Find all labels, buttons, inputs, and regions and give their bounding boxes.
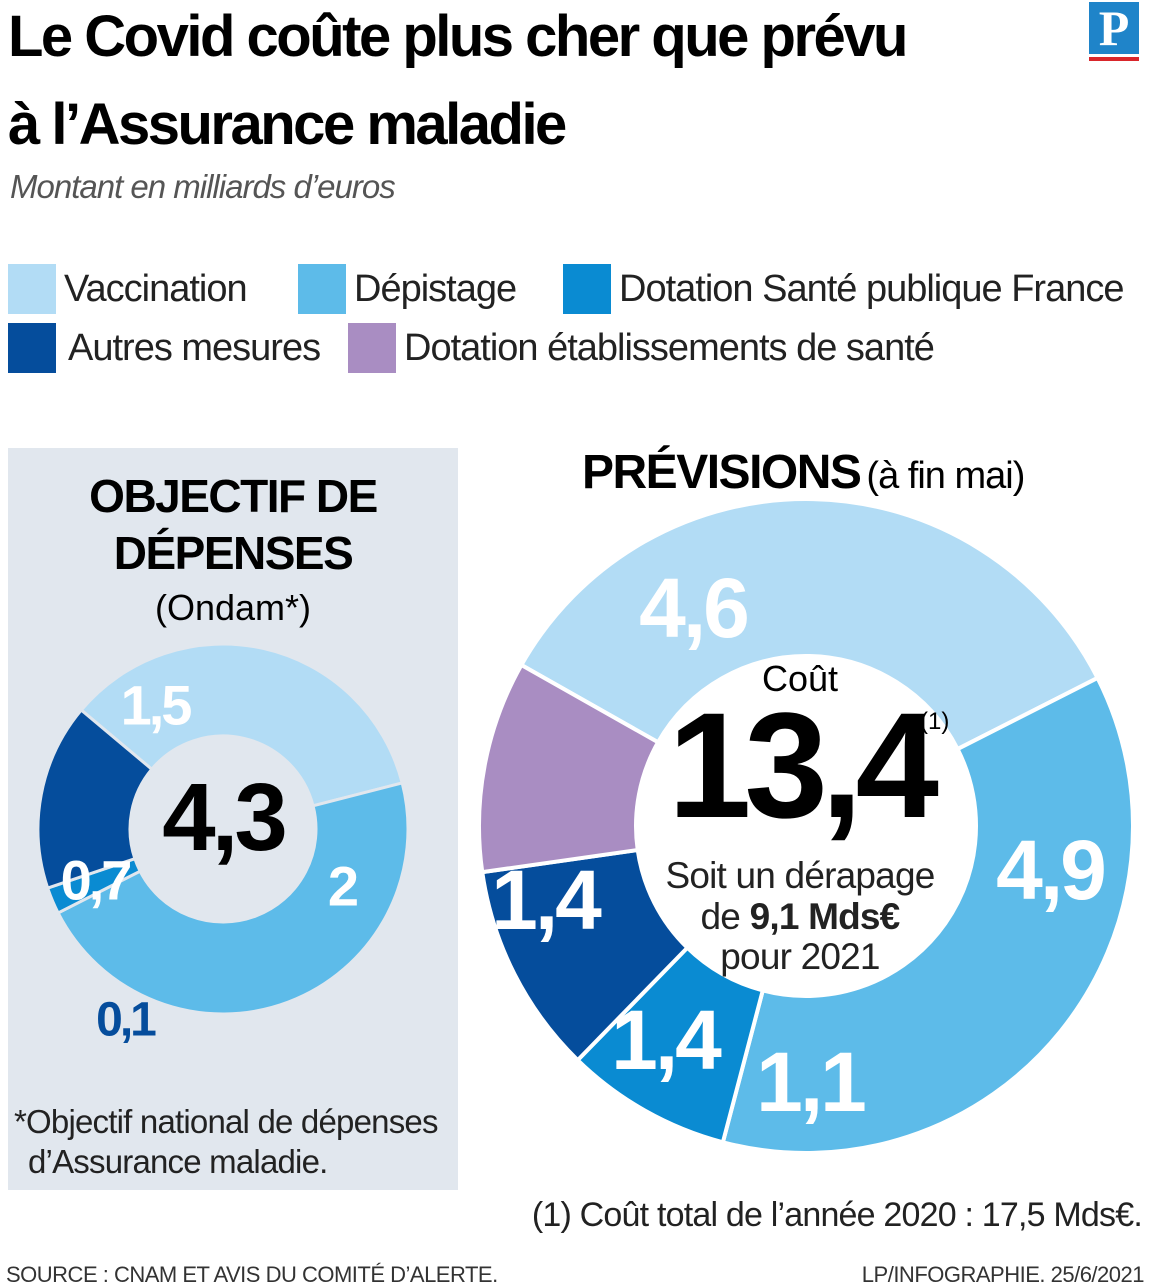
objectif-total: 4,3: [162, 764, 287, 871]
objectif-subheading: (Ondam*): [154, 587, 312, 628]
source-credit: SOURCE : CNAM ET AVIS DU COMITÉ D’ALERTE…: [6, 1262, 498, 1287]
drift-line-1: Soit un dérapage: [665, 855, 935, 896]
donut-slice-objectif-depistage: [56, 781, 410, 1016]
legend-item-depistage: Dépistage: [298, 264, 517, 314]
legend-swatch-dotation-spf: [563, 264, 611, 314]
total-footnote-ref: (1): [920, 708, 950, 735]
previsions-donut: 4,6 4,9 1,1 1,41,4: [477, 497, 1135, 1155]
donut-slice-previsions-depistage: [720, 675, 1135, 1155]
previsions-heading-normal: (à fin mai): [866, 455, 1025, 497]
legend-swatch-etablissements: [348, 323, 396, 373]
previsions-heading: PRÉVISIONS (à fin mai): [582, 445, 1025, 500]
ondam-footnote-line-2: d’Assurance maladie.: [28, 1142, 328, 1180]
cout-label: Coût: [761, 658, 839, 699]
logo-letter: P: [1089, 2, 1139, 54]
infographic-credit: LP/INFOGRAPHIE. 25/6/2021: [861, 1262, 1145, 1287]
cost-2020-footnote: (1) Coût total de l’année 2020 : 17,5 Md…: [531, 1196, 1143, 1234]
legend-label-etablissements: Dotation établissements de santé: [404, 326, 935, 369]
drift-text: Soit un dérapage de 9,1 Mds€ pour 2021: [640, 855, 960, 978]
donut-slice-previsions-vaccination: [519, 497, 1100, 752]
objectif-heading-line-2: DÉPENSES: [113, 527, 354, 579]
donut-center: [131, 737, 315, 921]
slice-value-label: 1,4: [491, 853, 602, 947]
logo-underline: [1089, 57, 1139, 61]
title-line-2: à l’Assurance maladie: [8, 92, 567, 157]
slice-value-label: 0,7: [61, 849, 131, 912]
legend-label-vaccination: Vaccination: [64, 267, 248, 310]
title-line-1: Le Covid coûte plus cher que prévu: [8, 4, 908, 69]
legend-item-etablissements: Dotation établissements de santé: [348, 323, 935, 373]
slice-value-label: 1,5: [121, 674, 192, 737]
donut-center: [637, 657, 975, 995]
legend-item-vaccination: Vaccination: [8, 264, 248, 314]
donut-slice-objectif-autres-mesures: [36, 708, 154, 890]
publisher-logo: P: [1089, 2, 1139, 62]
subtitle: Montant en milliards d’euros: [10, 168, 396, 205]
legend-item-dotation-spf: Dotation Santé publique France: [563, 264, 1124, 314]
previsions-total: 13,4: [668, 681, 939, 849]
slice-value-label: 2: [328, 855, 357, 918]
slice-value-label: 0,1: [96, 994, 156, 1047]
donut-slice-objectif-vaccination: [79, 642, 404, 808]
previsions-heading-bold: PRÉVISIONS: [582, 446, 862, 499]
legend-item-autres-mesures: Autres mesures: [8, 323, 321, 373]
slice-value-label: 4,6: [639, 561, 747, 655]
legend-swatch-autres-mesures: [8, 323, 56, 373]
drift-amount: 9,1 Mds€: [749, 895, 901, 937]
ondam-footnote-line-1: *Objectif national de dépenses: [14, 1103, 438, 1140]
slice-value-label: 1,4: [611, 993, 722, 1087]
drift-line-2-prefix: de: [700, 895, 741, 937]
objectif-donut: 1,5 2 0,1 0,7: [36, 642, 410, 1047]
drift-line-2: de 9,1 Mds€: [640, 895, 960, 938]
objectif-heading-line-1: OBJECTIF DE: [89, 470, 378, 522]
legend-label-depistage: Dépistage: [354, 267, 517, 310]
slice-value-label: 4,9: [996, 823, 1104, 917]
legend-swatch-depistage: [298, 264, 346, 314]
legend-label-autres-mesures: Autres mesures: [68, 326, 321, 369]
drift-line-3: pour 2021: [720, 936, 880, 978]
ondam-footnote: *Objectif national de dépenses d’Assuran…: [14, 1102, 438, 1181]
donut-slice-previsions-dotation-etablissements-de-sante: [477, 662, 661, 875]
legend-label-dotation-spf: Dotation Santé publique France: [619, 267, 1124, 310]
legend-swatch-vaccination: [8, 264, 56, 314]
slice-value-label: 1,1: [756, 1035, 865, 1129]
